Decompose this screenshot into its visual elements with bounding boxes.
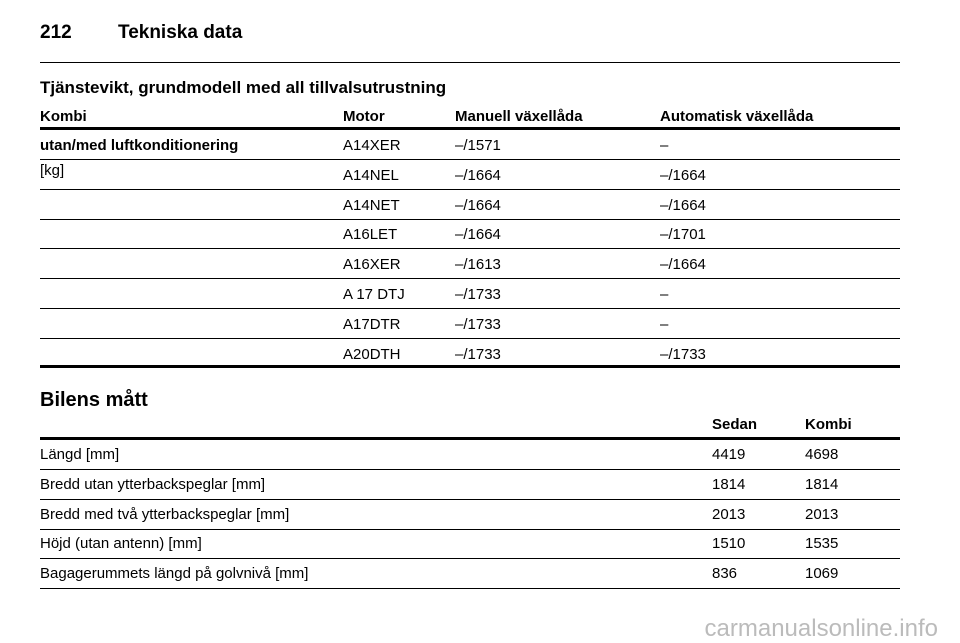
rule (40, 308, 900, 309)
section-title: Bilens mått (40, 389, 148, 411)
rule (40, 337, 900, 339)
cell: 1814 (805, 475, 839, 493)
cell: A14NEL (343, 166, 399, 184)
rule (40, 218, 900, 220)
cell: 1069 (805, 565, 839, 583)
rule (40, 469, 900, 470)
column-header: Kombi (805, 416, 852, 433)
cell: 1814 (712, 475, 746, 493)
cell: –/1733 (455, 345, 501, 363)
column-header: Sedan (712, 416, 758, 433)
cell: 4698 (805, 446, 839, 463)
group-label: utan/med luftkonditionering (40, 137, 239, 154)
rule (40, 588, 900, 590)
group-unit: [kg] (40, 162, 65, 179)
column-header: Automatisk växellåda (660, 108, 814, 125)
cell: – (660, 286, 669, 303)
cell: A14XER (343, 137, 401, 154)
column-header: Kombi (40, 108, 87, 125)
section-title: Tjänstevikt, grundmodell med all tillval… (40, 78, 447, 97)
cell: Bredd utan ytterbackspeglar [mm] (40, 475, 266, 493)
rule (40, 278, 900, 280)
cell: –/1733 (660, 345, 706, 363)
cell: 836 (712, 565, 738, 583)
page-number: 212 (40, 22, 72, 43)
cell: –/1733 (455, 286, 501, 303)
cell: A16XER (343, 256, 401, 274)
cell: –/1733 (455, 315, 501, 333)
rule (40, 437, 900, 440)
cell: – (660, 137, 669, 154)
cell: Bagagerummets längd på golvnivå [mm] (40, 565, 309, 583)
cell: –/1571 (455, 137, 501, 154)
cell: –/1701 (660, 226, 706, 244)
rule (40, 127, 900, 130)
cell: –/1664 (455, 226, 501, 244)
cell: Längd [mm] (40, 446, 120, 463)
watermark: carmanualsonline.info (704, 615, 938, 642)
rule (40, 248, 900, 250)
column-header: Motor (343, 108, 385, 125)
cell: –/1664 (660, 196, 706, 214)
rule (40, 188, 900, 190)
cell: A 17 DTJ (343, 286, 405, 303)
cell: –/1664 (660, 256, 706, 274)
cell: Höjd (utan antenn) [mm] (40, 535, 202, 553)
rule (40, 62, 900, 63)
cell: –/1664 (660, 166, 706, 184)
cell: –/1664 (455, 196, 501, 214)
cell: 2013 (712, 505, 746, 523)
cell: A20DTH (343, 345, 401, 363)
cell: 4419 (712, 446, 746, 463)
cell: 1510 (712, 535, 746, 553)
page-title: Tekniska data (118, 22, 243, 43)
cell: – (660, 315, 669, 333)
cell: A16LET (343, 226, 398, 244)
cell: –/1613 (455, 256, 501, 274)
cell: Bredd med två ytterbackspeglar [mm] (40, 505, 290, 523)
cell: 1535 (805, 535, 839, 553)
rule (40, 498, 900, 500)
column-header: Manuell växellåda (455, 108, 583, 125)
cell: 2013 (805, 505, 839, 523)
rule (40, 528, 900, 530)
rule (40, 159, 900, 160)
cell: –/1664 (455, 166, 501, 184)
cell: A17DTR (343, 315, 401, 333)
rule (40, 365, 900, 368)
cell: A14NET (343, 196, 400, 214)
rule (40, 558, 900, 560)
